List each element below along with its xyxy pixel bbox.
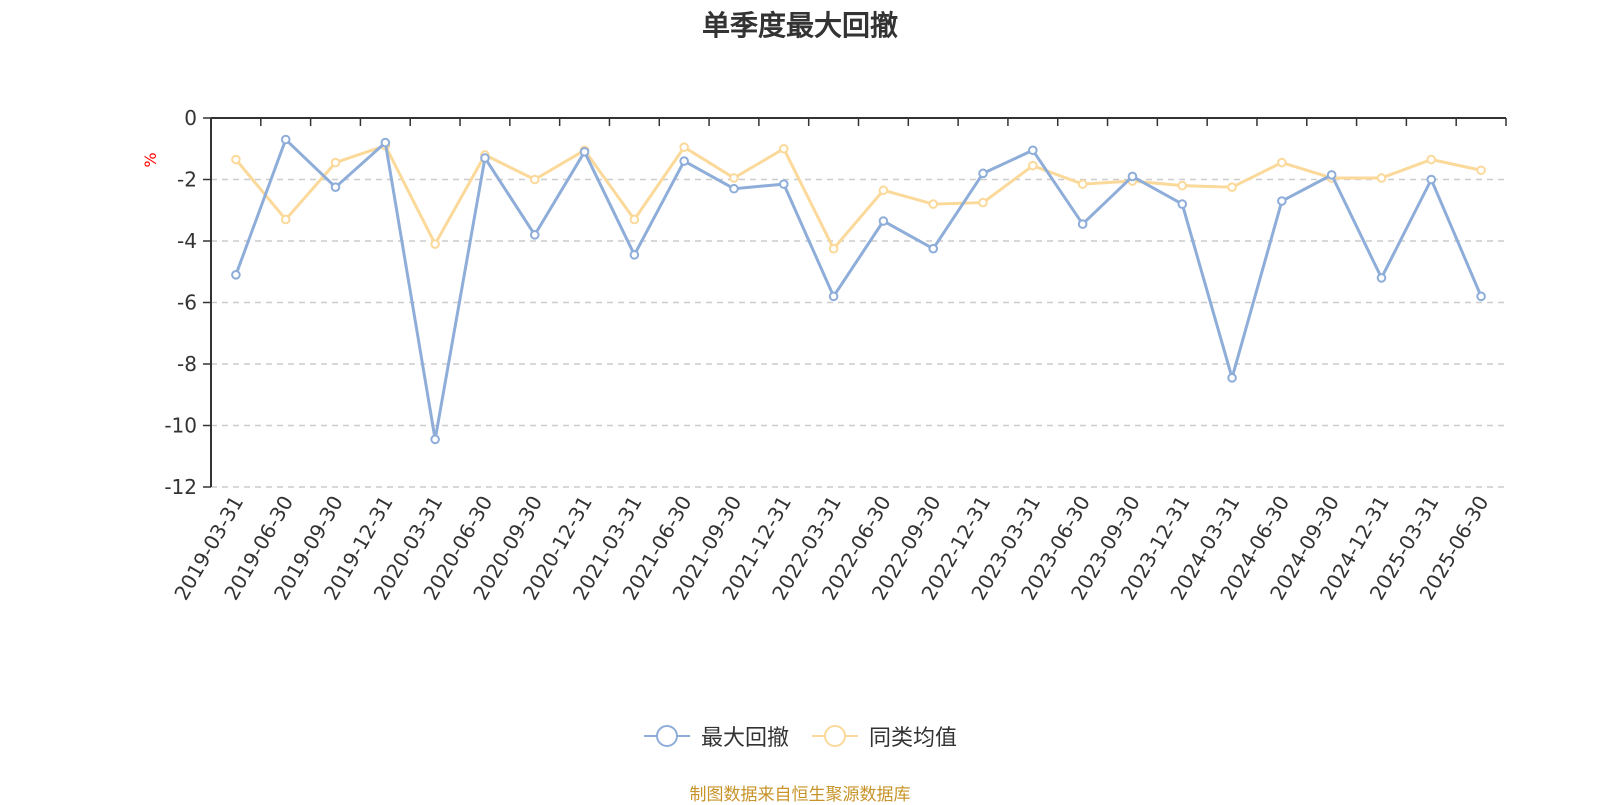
data-point[interactable] — [330, 182, 341, 192]
data-point[interactable] — [1127, 171, 1138, 182]
data-point[interactable] — [928, 243, 939, 254]
data-point[interactable] — [679, 142, 689, 153]
data-point[interactable] — [330, 157, 341, 168]
legend-item-2[interactable]: 同类均值 — [811, 720, 957, 752]
data-point[interactable] — [1277, 157, 1287, 168]
data-point[interactable] — [529, 230, 540, 240]
y-tick-label: 0 — [184, 106, 197, 130]
data-point[interactable] — [778, 143, 789, 154]
y-axis-unit-label: % — [141, 152, 160, 167]
data-point[interactable] — [579, 147, 590, 157]
y-tick-label: -4 — [177, 229, 197, 253]
data-point[interactable] — [1376, 173, 1387, 183]
data-point[interactable] — [1177, 180, 1188, 191]
legend-line-circle-icon — [812, 725, 858, 747]
data-point[interactable] — [1426, 174, 1437, 185]
legend-item-1[interactable]: 最大回撤 — [643, 720, 789, 752]
data-point[interactable] — [1177, 199, 1188, 209]
data-point[interactable] — [629, 214, 640, 225]
series-line — [234, 144, 1482, 251]
y-tick-label: -8 — [177, 352, 197, 376]
data-point[interactable] — [231, 154, 241, 165]
gridlines — [211, 178, 1506, 488]
series-line — [234, 138, 1483, 441]
data-point[interactable] — [1476, 165, 1486, 176]
data-point[interactable] — [978, 197, 988, 208]
y-tick-label: -2 — [177, 168, 197, 192]
data-point[interactable] — [231, 270, 241, 280]
axes: 0-2-4-6-8-10-122019-03-312019-06-302019-… — [164, 106, 1507, 604]
data-point[interactable] — [280, 214, 291, 225]
data-point[interactable] — [729, 173, 739, 183]
data-point[interactable] — [1426, 154, 1437, 165]
series-2 — [231, 140, 1486, 254]
legend-label: 同类均值 — [869, 726, 958, 751]
data-point[interactable] — [679, 156, 689, 166]
data-point[interactable] — [928, 199, 939, 209]
data-point[interactable] — [729, 183, 739, 194]
data-point[interactable] — [430, 239, 440, 249]
data-point[interactable] — [1376, 273, 1387, 283]
data-point[interactable] — [529, 174, 540, 185]
data-point[interactable] — [1227, 373, 1237, 383]
data-point[interactable] — [1028, 160, 1038, 171]
data-point[interactable] — [629, 250, 640, 260]
data-point[interactable] — [878, 216, 889, 226]
legend: 最大回撤 同类均值 — [0, 720, 1600, 752]
data-point[interactable] — [1277, 196, 1287, 206]
data-point[interactable] — [1227, 182, 1237, 192]
legend-line-circle-icon — [643, 725, 690, 747]
data-point[interactable] — [1028, 145, 1038, 156]
data-point[interactable] — [480, 153, 490, 163]
data-point[interactable] — [878, 185, 889, 196]
series-1 — [231, 134, 1486, 445]
data-point[interactable] — [280, 134, 291, 145]
source-note: 制图数据来自恒生聚源数据库 — [689, 785, 911, 805]
data-point[interactable] — [828, 243, 839, 254]
data-point[interactable] — [778, 179, 789, 189]
data-point[interactable] — [1077, 219, 1088, 229]
data-point[interactable] — [430, 434, 440, 445]
y-tick-label: -10 — [164, 414, 197, 438]
series-lines — [231, 134, 1486, 445]
data-point[interactable] — [380, 137, 391, 148]
legend-label: 最大回撤 — [700, 726, 789, 751]
data-point[interactable] — [1077, 179, 1088, 189]
data-point[interactable] — [828, 291, 839, 302]
data-point[interactable] — [1476, 291, 1486, 302]
y-tick-label: -6 — [177, 291, 197, 315]
chart-title: 单季度最大回撤 — [701, 9, 898, 42]
data-point[interactable] — [978, 168, 988, 179]
y-tick-label: -12 — [164, 475, 197, 499]
data-point[interactable] — [1326, 170, 1337, 180]
